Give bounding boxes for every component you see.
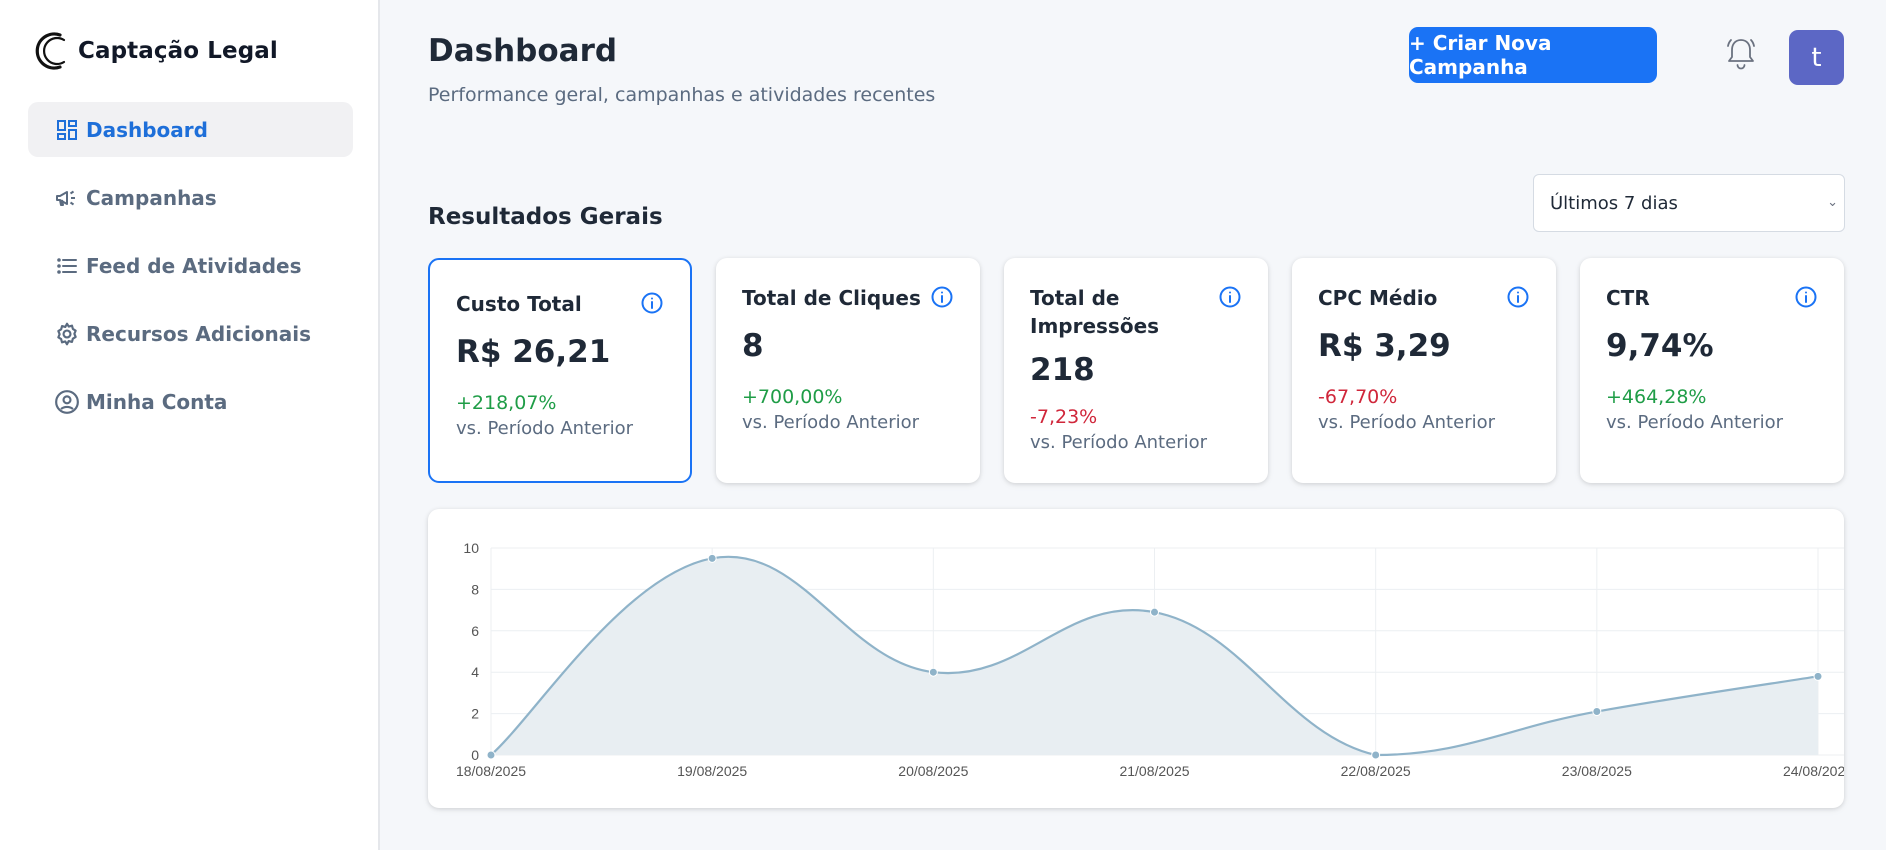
- sidebar-item-minha-conta[interactable]: Minha Conta: [28, 374, 353, 429]
- info-icon[interactable]: [1506, 285, 1530, 309]
- metric-comparison: vs. Período Anterior: [1606, 412, 1784, 433]
- sidebar-item-label: Minha Conta: [86, 389, 228, 414]
- metric-card-total-de-impressoes[interactable]: Total de Impressões 218 -7,23% vs. Perío…: [1004, 258, 1268, 483]
- metric-label: Custo Total: [456, 292, 582, 316]
- x-tick-label: 24/08/2025: [1783, 763, 1844, 779]
- sidebar-item-label: Campanhas: [86, 185, 217, 210]
- period-select-value: Últimos 7 dias: [1550, 192, 1678, 214]
- period-select[interactable]: Últimos 7 dias ⌄: [1533, 174, 1845, 232]
- x-tick-label: 20/08/2025: [898, 763, 968, 779]
- sidebar-item-label: Dashboard: [86, 117, 208, 142]
- chart-data-point: [1813, 671, 1823, 681]
- x-tick-label: 23/08/2025: [1562, 763, 1632, 779]
- metric-card-ctr[interactable]: CTR 9,74% +464,28% vs. Período Anterior: [1580, 258, 1844, 483]
- gear-icon: [54, 321, 80, 347]
- info-icon[interactable]: [1218, 285, 1242, 309]
- metric-comparison: vs. Período Anterior: [1030, 432, 1208, 453]
- page-subtitle: Performance geral, campanhas e atividade…: [428, 84, 936, 106]
- x-tick-label: 18/08/2025: [456, 763, 526, 779]
- chart-data-point: [707, 553, 717, 563]
- y-tick-label: 8: [471, 581, 479, 597]
- metric-change: +464,28%: [1606, 386, 1707, 408]
- metric-value: R$ 26,21: [456, 334, 611, 370]
- sidebar-nav: Dashboard Campanhas Feed de Atividades: [28, 102, 353, 442]
- chart-data-point: [1150, 607, 1159, 617]
- metric-value: 9,74%: [1606, 328, 1714, 364]
- user-circle-icon: [54, 389, 80, 415]
- chart-data-point: [1371, 750, 1381, 760]
- metric-label: Total de Impressões: [1030, 286, 1160, 338]
- brand[interactable]: Captação Legal: [32, 30, 278, 72]
- y-tick-label: 10: [463, 540, 479, 556]
- performance-chart-svg: 0 2 4 6 8 10 18/08/2025 19/08/2025 20/08/2025 21/…: [456, 540, 1844, 779]
- metric-card-cpc-medio[interactable]: CPC Médio R$ 3,29 -67,70% vs. Período An…: [1292, 258, 1556, 483]
- info-icon[interactable]: [640, 291, 664, 315]
- dashboard-icon: [54, 117, 80, 143]
- megaphone-icon: [54, 185, 80, 211]
- sidebar-item-label: Recursos Adicionais: [86, 321, 312, 346]
- avatar[interactable]: t: [1789, 30, 1844, 85]
- sidebar-item-dashboard[interactable]: Dashboard: [28, 102, 353, 157]
- create-campaign-button[interactable]: + Criar Nova Campanha: [1409, 27, 1657, 83]
- metric-label: Total de Cliques: [742, 286, 921, 310]
- brand-logo-icon: [35, 32, 66, 70]
- bell-icon[interactable]: [1724, 36, 1758, 72]
- performance-chart: 0 2 4 6 8 10 18/08/2025 19/08/2025 20/08/2025 21/…: [428, 509, 1844, 808]
- metric-change: +700,00%: [742, 386, 843, 408]
- chart-data-point: [1592, 707, 1602, 717]
- info-icon[interactable]: [930, 285, 954, 309]
- metric-comparison: vs. Período Anterior: [456, 418, 634, 439]
- x-tick-label: 22/08/2025: [1341, 763, 1411, 779]
- y-tick-label: 6: [471, 623, 479, 639]
- metric-comparison: vs. Período Anterior: [742, 412, 920, 433]
- sidebar-item-recursos-adicionais[interactable]: Recursos Adicionais: [28, 306, 353, 361]
- metric-value: R$ 3,29: [1318, 328, 1451, 364]
- metric-comparison: vs. Período Anterior: [1318, 412, 1496, 433]
- sidebar-item-feed-de-atividades[interactable]: Feed de Atividades: [28, 238, 353, 293]
- metric-change: +218,07%: [456, 392, 557, 414]
- y-tick-label: 2: [471, 706, 479, 722]
- metric-change: -67,70%: [1318, 386, 1398, 408]
- main-content: Dashboard Performance geral, campanhas e…: [428, 0, 1845, 850]
- x-tick-label: 21/08/2025: [1119, 763, 1189, 779]
- sidebar-item-campanhas[interactable]: Campanhas: [28, 170, 353, 225]
- metric-label: CPC Médio: [1318, 286, 1438, 310]
- section-title: Resultados Gerais: [428, 204, 663, 230]
- x-tick-label: 19/08/2025: [677, 763, 747, 779]
- metric-value: 218: [1030, 352, 1095, 388]
- list-icon: [54, 253, 80, 279]
- info-icon[interactable]: [1794, 285, 1818, 309]
- chevron-down-icon: ⌄: [1827, 195, 1838, 210]
- metric-change: -7,23%: [1030, 406, 1098, 428]
- page-title: Dashboard: [428, 33, 618, 69]
- metric-value: 8: [742, 328, 764, 364]
- brand-name: Captação Legal: [78, 38, 278, 64]
- y-tick-label: 0: [471, 747, 479, 763]
- metric-label: CTR: [1606, 286, 1650, 310]
- y-tick-label: 4: [471, 664, 479, 680]
- metric-card-total-de-cliques[interactable]: Total de Cliques 8 +700,00% vs. Período …: [716, 258, 980, 483]
- chart-data-point: [928, 667, 938, 677]
- sidebar: Captação Legal Dashboard Campanhas: [0, 0, 380, 850]
- chart-data-point: [486, 750, 496, 760]
- metric-card-custo-total[interactable]: Custo Total R$ 26,21 +218,07% vs. Períod…: [428, 258, 692, 483]
- sidebar-item-label: Feed de Atividades: [86, 253, 302, 278]
